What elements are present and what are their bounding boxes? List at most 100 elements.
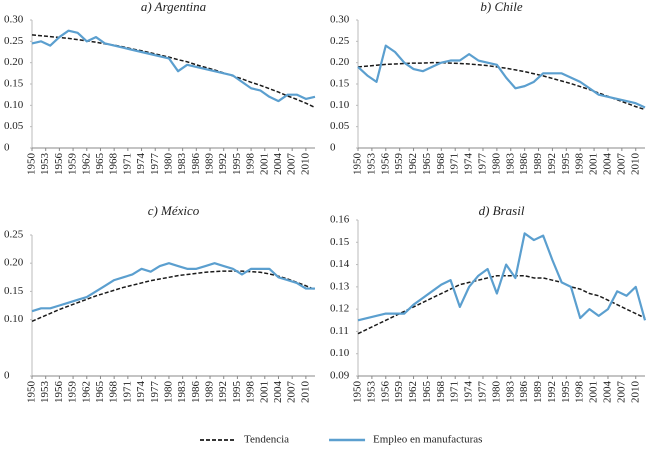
y-tick-label: 0.25 bbox=[330, 35, 350, 47]
x-tick-label: 1968 bbox=[435, 381, 447, 404]
x-tick-label: 1971 bbox=[121, 381, 133, 403]
y-tick-label: 0 bbox=[4, 370, 10, 382]
x-tick-label: 1956 bbox=[53, 381, 65, 404]
x-tick-label: 2001 bbox=[258, 381, 270, 403]
x-tick-label: 1956 bbox=[379, 381, 391, 404]
chart-title: b) Chile bbox=[480, 0, 522, 14]
x-tick-label: 1977 bbox=[149, 153, 161, 176]
y-tick-label: 0.20 bbox=[4, 56, 24, 68]
chart-title: d) Brasil bbox=[479, 203, 525, 218]
y-tick-label: 0.13 bbox=[330, 280, 350, 292]
x-tick-label: 1962 bbox=[407, 153, 419, 175]
x-tick-label: 2010 bbox=[629, 381, 641, 404]
x-tick-label: 1962 bbox=[80, 381, 92, 403]
x-tick-label: 1965 bbox=[94, 153, 106, 176]
x-tick-label: 1977 bbox=[149, 381, 161, 404]
chart-title: c) México bbox=[148, 203, 200, 218]
x-tick-label: 2010 bbox=[299, 381, 311, 404]
x-tick-label: 2007 bbox=[286, 381, 298, 404]
x-tick-label: 2001 bbox=[588, 381, 600, 403]
y-tick-label: 0.10 bbox=[4, 313, 24, 325]
y-tick-label: 0 bbox=[330, 142, 336, 154]
x-tick-label: 1950 bbox=[352, 381, 364, 404]
y-tick-label: 0.10 bbox=[4, 99, 24, 111]
y-tick-label: 0.15 bbox=[4, 78, 24, 90]
x-tick-label: 2004 bbox=[601, 153, 613, 176]
x-tick-label: 1986 bbox=[190, 153, 202, 176]
x-tick-label: 1965 bbox=[421, 153, 433, 176]
x-tick-label: 1959 bbox=[393, 153, 405, 176]
x-tick-label: 1992 bbox=[217, 381, 229, 403]
y-tick-label: 0.15 bbox=[4, 285, 24, 297]
x-tick-label: 1989 bbox=[204, 153, 216, 176]
y-tick-label: 0.20 bbox=[4, 257, 24, 269]
y-tick-label: 0.30 bbox=[4, 14, 24, 26]
x-tick-label: 1965 bbox=[421, 381, 433, 404]
x-tick-label: 1980 bbox=[490, 381, 502, 404]
y-tick-label: 0.11 bbox=[330, 325, 349, 337]
x-tick-label: 1968 bbox=[108, 381, 120, 404]
x-tick-label: 1959 bbox=[393, 381, 405, 404]
y-tick-label: 0.15 bbox=[330, 78, 350, 90]
x-tick-label: 2010 bbox=[299, 153, 311, 176]
x-tick-label: 1998 bbox=[574, 381, 586, 404]
x-tick-label: 1983 bbox=[176, 153, 188, 176]
x-tick-label: 1995 bbox=[231, 153, 243, 176]
x-tick-label: 1953 bbox=[39, 153, 51, 176]
x-tick-label: 1986 bbox=[190, 381, 202, 404]
x-tick-label: 1995 bbox=[231, 381, 243, 404]
x-tick-label: 1962 bbox=[407, 381, 419, 403]
data-line bbox=[357, 232, 647, 322]
x-tick-label: 1986 bbox=[518, 153, 530, 176]
y-tick-label: 0.25 bbox=[4, 35, 24, 47]
x-tick-label: 1983 bbox=[504, 381, 516, 404]
x-tick-label: 1998 bbox=[245, 153, 257, 176]
x-tick-label: 1989 bbox=[204, 381, 216, 404]
x-tick-label: 1968 bbox=[435, 153, 447, 176]
y-tick-label: 0.10 bbox=[330, 99, 350, 111]
x-tick-label: 1974 bbox=[135, 153, 147, 176]
x-tick-label: 1989 bbox=[532, 381, 544, 404]
x-tick-label: 1959 bbox=[67, 153, 79, 176]
chart-title: a) Argentina bbox=[141, 0, 207, 14]
x-tick-label: 2001 bbox=[588, 153, 600, 175]
x-tick-label: 1953 bbox=[365, 381, 377, 404]
x-tick-label: 1953 bbox=[39, 381, 51, 404]
y-tick-label: 0.20 bbox=[330, 56, 350, 68]
x-tick-label: 1971 bbox=[121, 153, 133, 175]
data-line bbox=[31, 262, 315, 313]
x-tick-label: 1992 bbox=[217, 153, 229, 175]
trend-line bbox=[31, 34, 316, 109]
x-tick-label: 1992 bbox=[546, 381, 558, 403]
y-tick-label: 0.14 bbox=[330, 258, 350, 270]
y-tick-label: 0.05 bbox=[4, 120, 24, 132]
x-tick-label: 2007 bbox=[286, 153, 298, 176]
x-tick-label: 1950 bbox=[352, 153, 364, 176]
x-tick-label: 1995 bbox=[560, 381, 572, 404]
x-tick-label: 1974 bbox=[463, 381, 475, 404]
y-tick-label: 0.09 bbox=[330, 370, 350, 382]
x-tick-label: 1962 bbox=[80, 153, 92, 175]
x-tick-label: 1998 bbox=[574, 153, 586, 176]
x-tick-label: 2001 bbox=[258, 153, 270, 175]
trend-line bbox=[357, 274, 646, 335]
y-tick-label: 0.15 bbox=[330, 236, 350, 248]
x-tick-label: 1977 bbox=[477, 153, 489, 176]
x-tick-label: 1980 bbox=[162, 153, 174, 176]
x-tick-label: 1950 bbox=[26, 153, 38, 176]
x-tick-label: 1992 bbox=[546, 153, 558, 175]
y-tick-label: 0.25 bbox=[4, 229, 24, 241]
y-tick-label: 0.16 bbox=[330, 214, 350, 226]
x-tick-label: 1995 bbox=[560, 153, 572, 176]
x-tick-label: 2007 bbox=[615, 381, 627, 404]
x-tick-label: 2004 bbox=[601, 381, 613, 404]
trend-line bbox=[31, 270, 316, 322]
y-tick-label: 0.10 bbox=[330, 347, 350, 359]
y-tick-label: 0.12 bbox=[330, 303, 349, 315]
x-tick-label: 2010 bbox=[629, 153, 641, 176]
x-tick-label: 1971 bbox=[449, 381, 461, 403]
data-line bbox=[357, 44, 646, 109]
data-line bbox=[31, 29, 316, 103]
x-tick-label: 1956 bbox=[379, 153, 391, 176]
y-tick-label: 0.30 bbox=[330, 14, 350, 26]
